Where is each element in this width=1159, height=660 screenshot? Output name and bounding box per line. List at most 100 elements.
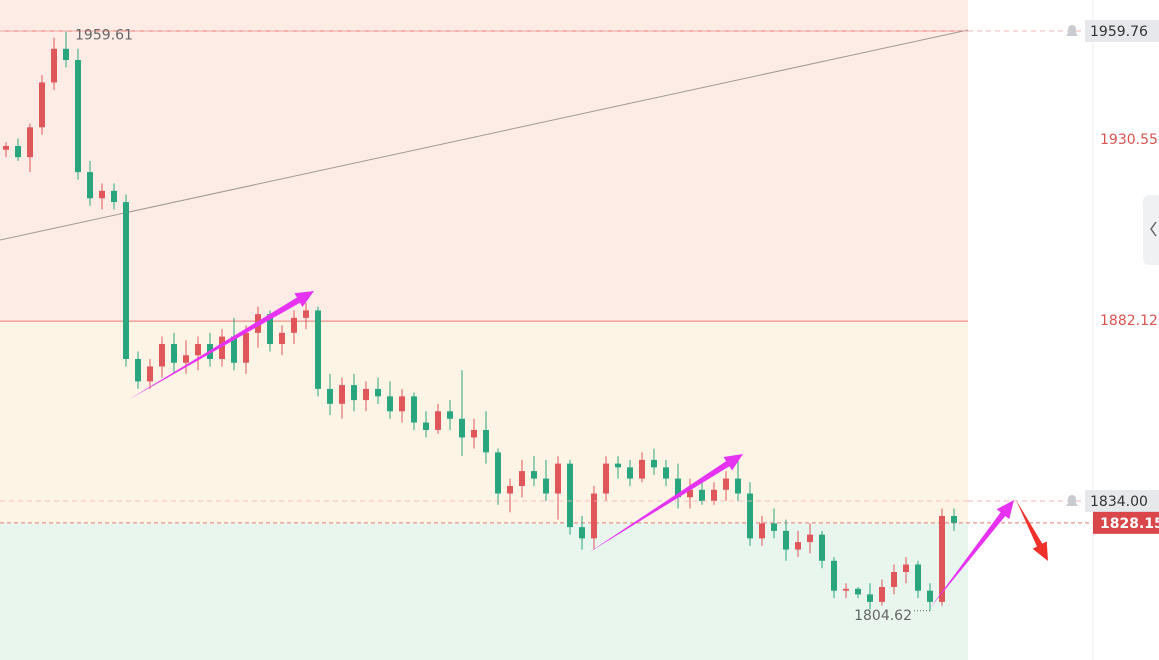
- candle-body: [819, 534, 825, 561]
- candle-body: [195, 344, 201, 356]
- candle-body: [663, 467, 669, 479]
- price-label-box: [1085, 20, 1159, 43]
- y-tick-label: 1930.55: [1100, 132, 1158, 148]
- candle-body: [759, 523, 765, 539]
- candle-body: [627, 467, 633, 479]
- collapse-button[interactable]: [1143, 195, 1159, 265]
- candle-body: [651, 459, 657, 468]
- candle-body: [147, 366, 153, 382]
- candle-body: [795, 542, 801, 550]
- candle-body: [183, 355, 189, 363]
- arrow: [588, 454, 743, 553]
- candle-body: [579, 527, 585, 539]
- candle-body: [495, 452, 501, 494]
- candle-body: [843, 588, 849, 591]
- candle-body: [15, 145, 21, 158]
- candle-body: [387, 396, 393, 412]
- alert-icon: [1066, 494, 1078, 506]
- candle-body: [63, 48, 69, 61]
- candle-body: [879, 586, 885, 602]
- candle-body: [51, 48, 57, 83]
- candle-body: [75, 60, 81, 173]
- low-label: 1804.62: [854, 608, 912, 624]
- alert-icon: [1066, 25, 1078, 37]
- candle-body: [435, 411, 441, 430]
- arrow: [930, 500, 1014, 608]
- candle-body: [423, 422, 429, 430]
- candle-body: [411, 396, 417, 423]
- candle-body: [723, 478, 729, 490]
- candle-body: [531, 471, 537, 479]
- candle-body: [939, 515, 945, 602]
- candle-body: [591, 493, 597, 539]
- candle-body: [87, 172, 93, 199]
- candle-body: [519, 471, 525, 487]
- candle-body: [711, 489, 717, 501]
- candle-body: [855, 588, 861, 595]
- arrow: [128, 291, 314, 400]
- candle-body: [231, 336, 237, 363]
- candle-body: [771, 523, 777, 531]
- candle-body: [807, 534, 813, 543]
- candle-body: [171, 344, 177, 363]
- last-price-label: 1828.15: [1100, 516, 1159, 532]
- candle-body: [567, 463, 573, 528]
- candle-body: [219, 336, 225, 359]
- candle-body: [543, 478, 549, 494]
- candle-body: [639, 459, 645, 479]
- candle-body: [735, 478, 741, 494]
- candle-body: [99, 190, 105, 199]
- zone: [0, 522, 968, 660]
- candle-body: [327, 388, 333, 404]
- candle-body: [279, 332, 285, 345]
- candle-body: [243, 332, 249, 363]
- candle-body: [135, 358, 141, 382]
- price-label: 1959.76: [1090, 24, 1148, 40]
- candle-body: [915, 564, 921, 591]
- candle-body: [891, 571, 897, 587]
- candle-body: [339, 385, 345, 404]
- candle-body: [375, 388, 381, 397]
- candle-body: [603, 463, 609, 494]
- candle-body: [903, 564, 909, 572]
- trend-line: [0, 29, 969, 241]
- y-tick-label: 1882.12: [1100, 313, 1158, 329]
- candle-body: [291, 317, 297, 333]
- price-label-box: [1085, 489, 1159, 512]
- candle-body: [927, 590, 933, 602]
- high-label: 1959.61: [75, 28, 133, 44]
- candle-body: [459, 418, 465, 438]
- candle-body: [27, 127, 33, 158]
- candle-body: [267, 314, 273, 345]
- candle-body: [471, 429, 477, 438]
- candle-body: [159, 344, 165, 367]
- candle-body: [39, 82, 45, 128]
- zone: [0, 321, 968, 523]
- candle-body: [687, 489, 693, 498]
- candle-body: [555, 463, 561, 494]
- candle-body: [303, 310, 309, 318]
- candle-body: [111, 190, 117, 203]
- candle-body: [123, 202, 129, 359]
- last-price-box: [1093, 511, 1159, 534]
- candle-body: [399, 396, 405, 412]
- candle-body: [831, 560, 837, 591]
- candle-body: [363, 388, 369, 401]
- zone: [0, 0, 968, 322]
- candle-body: [351, 385, 357, 401]
- candle-body: [951, 515, 957, 523]
- arrow: [1016, 500, 1048, 561]
- price-label: 1834.00: [1090, 494, 1148, 510]
- candle-body: [783, 530, 789, 550]
- candle-body: [615, 463, 621, 468]
- candle-body: [447, 411, 453, 419]
- candle-body: [507, 486, 513, 494]
- candle-body: [747, 493, 753, 539]
- candle-body: [867, 594, 873, 602]
- candle-body: [483, 429, 489, 453]
- candle-body: [315, 310, 321, 389]
- candle-body: [3, 145, 9, 150]
- candle-body: [699, 489, 705, 501]
- candle-body: [675, 478, 681, 498]
